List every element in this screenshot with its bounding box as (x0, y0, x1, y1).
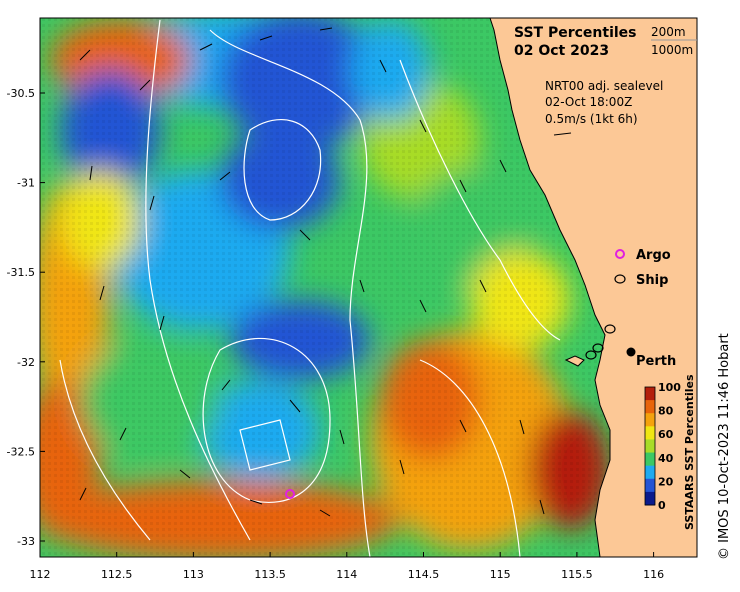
x-axis: 112 112.5 113 113.5 114 114.5 115 115.5 116 (30, 552, 664, 581)
colorbar-tick-label: 40 (658, 452, 674, 465)
x-tick-label: 112.5 (101, 568, 133, 581)
current-source: NRT00 adj. sealevel (545, 79, 663, 93)
city-label-perth: Perth (636, 354, 676, 369)
perth-marker (626, 347, 636, 357)
colorbar-segment (645, 413, 655, 427)
y-tick-label: -31.5 (7, 266, 35, 279)
colorbar-segment (645, 387, 655, 401)
x-tick-label: 115 (490, 568, 511, 581)
argo-legend-label: Argo (636, 248, 671, 263)
colorbar-segment (645, 452, 655, 467)
contour-key-200m: 200m (651, 25, 686, 39)
colorbar-segment (645, 426, 655, 440)
map-frame (39, 17, 698, 558)
colorbar-frame (644, 386, 656, 506)
colorbar-segment (645, 465, 655, 480)
y-axis: -30.5 -31 -31.5 -32 -32.5 -33 (7, 87, 45, 548)
colorbar-title: SSTAARS SST Percentiles (683, 374, 696, 530)
current-scale-arrow (553, 132, 572, 136)
x-tick-label: 114.5 (408, 568, 440, 581)
x-tick-label: 114 (336, 568, 357, 581)
map-date: 02 Oct 2023 (514, 43, 609, 59)
ship-marker[interactable] (585, 350, 597, 360)
current-vectors (79, 27, 545, 517)
argo-float-marker[interactable] (285, 489, 295, 499)
x-tick-label: 115.5 (561, 568, 593, 581)
x-tick-label: 113.5 (254, 568, 286, 581)
ship-marker[interactable] (592, 343, 604, 353)
credit-text: © IMOS 10-Oct-2023 11:46 Hobart (717, 333, 732, 560)
ship-marker[interactable] (604, 324, 616, 334)
y-tick-label: -30.5 (7, 87, 35, 100)
map-title: SST Percentiles (514, 25, 637, 41)
contour-key-1000m: 1000m (651, 43, 693, 57)
x-tick-label: 116 (643, 568, 664, 581)
colorbar-tick-label: 0 (658, 499, 666, 512)
ship-legend-icon (614, 274, 626, 284)
colorbar-tick-label: 60 (658, 428, 674, 441)
y-tick-label: -31 (17, 177, 35, 190)
colorbar: 0 20 40 60 80 100 (644, 381, 681, 512)
y-tick-label: -32 (17, 356, 35, 369)
colorbar-tick-label: 20 (658, 475, 674, 488)
colorbar-tick-label: 100 (658, 381, 681, 394)
current-time: 02-Oct 18:00Z (545, 95, 632, 109)
colorbar-segment (645, 439, 655, 454)
ship-legend-label: Ship (636, 273, 668, 288)
rottnest-island (564, 355, 585, 367)
x-tick-label: 113 (183, 568, 204, 581)
map-area: Perth (40, 18, 697, 557)
y-tick-label: -32.5 (7, 445, 35, 458)
colorbar-segment (645, 400, 655, 414)
colorbar-tick-label: 80 (658, 405, 674, 418)
colorbar-segment (645, 478, 655, 493)
colorbar-segment (645, 491, 655, 506)
argo-legend-icon (615, 249, 625, 259)
current-scale: 0.5m/s (1kt 6h) (545, 112, 638, 126)
x-tick-label: 112 (30, 568, 51, 581)
ship-track (585, 324, 616, 360)
y-tick-label: -33 (17, 535, 35, 548)
bathymetry-contours (59, 19, 561, 557)
